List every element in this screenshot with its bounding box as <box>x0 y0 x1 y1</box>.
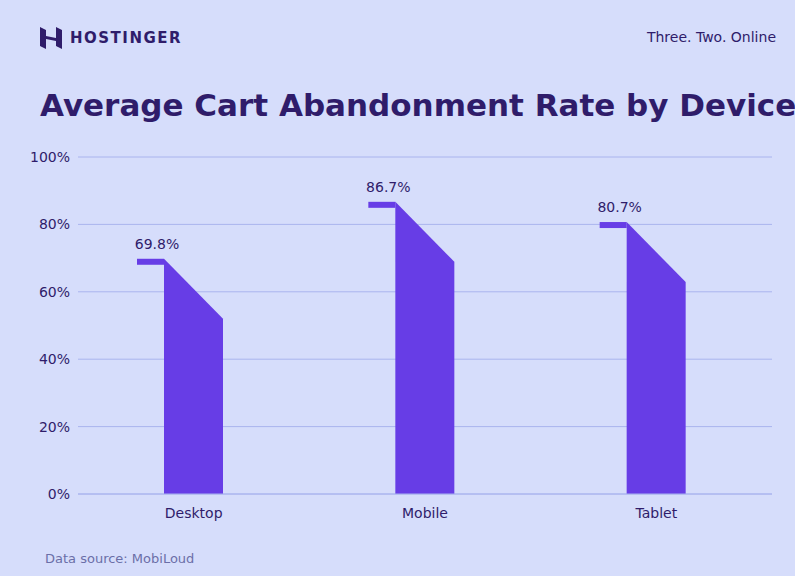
html-text:HOSTINGER: HOSTINGER <box>70 29 183 47</box>
svg-text:69.8%: 69.8% <box>135 236 179 252</box>
svg-text:Desktop: Desktop <box>165 505 223 521</box>
svg-text:20%: 20% <box>39 419 70 435</box>
svg-text:0%: 0% <box>48 486 70 502</box>
svg-text:40%: 40% <box>39 351 70 367</box>
svg-text:100%: 100% <box>30 149 70 165</box>
html-text:Three. Two. Online: Three. Two. Online <box>646 29 776 45</box>
svg-text:80.7%: 80.7% <box>597 199 641 215</box>
svg-text:86.7%: 86.7% <box>366 179 410 195</box>
svg-text:Mobile: Mobile <box>402 505 448 521</box>
html-text:Data source: MobiLoud: Data source: MobiLoud <box>45 551 195 566</box>
svg-text:Tablet: Tablet <box>634 505 677 521</box>
svg-text:60%: 60% <box>39 284 70 300</box>
svg-text:80%: 80% <box>39 216 70 232</box>
